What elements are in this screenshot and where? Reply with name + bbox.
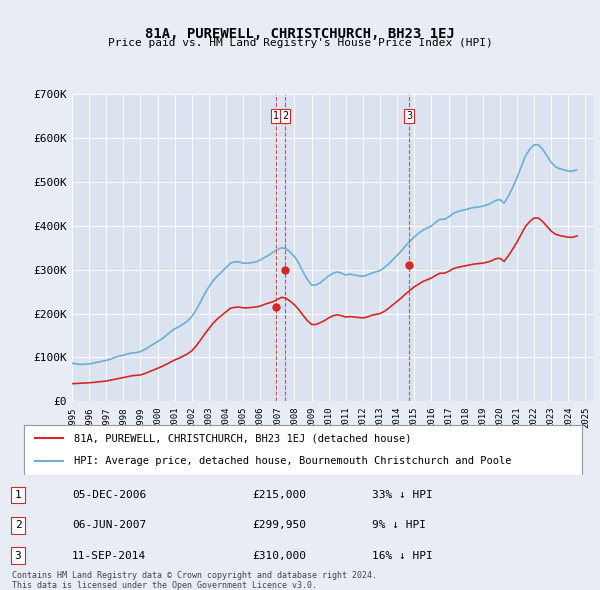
Text: 2: 2 (14, 520, 22, 530)
Text: £310,000: £310,000 (252, 550, 306, 560)
Text: 81A, PUREWELL, CHRISTCHURCH, BH23 1EJ (detached house): 81A, PUREWELL, CHRISTCHURCH, BH23 1EJ (d… (74, 433, 412, 443)
Text: 11-SEP-2014: 11-SEP-2014 (72, 550, 146, 560)
Text: 06-JUN-2007: 06-JUN-2007 (72, 520, 146, 530)
Text: £215,000: £215,000 (252, 490, 306, 500)
Text: HPI: Average price, detached house, Bournemouth Christchurch and Poole: HPI: Average price, detached house, Bour… (74, 457, 512, 467)
Text: 16% ↓ HPI: 16% ↓ HPI (372, 550, 433, 560)
Text: 33% ↓ HPI: 33% ↓ HPI (372, 490, 433, 500)
Text: Price paid vs. HM Land Registry's House Price Index (HPI): Price paid vs. HM Land Registry's House … (107, 38, 493, 48)
Text: 3: 3 (406, 111, 412, 121)
Text: 1: 1 (273, 111, 279, 121)
Text: 3: 3 (14, 550, 22, 560)
Text: 05-DEC-2006: 05-DEC-2006 (72, 490, 146, 500)
Text: 9% ↓ HPI: 9% ↓ HPI (372, 520, 426, 530)
Text: 1: 1 (14, 490, 22, 500)
Text: 2: 2 (282, 111, 288, 121)
Text: Contains HM Land Registry data © Crown copyright and database right 2024.
This d: Contains HM Land Registry data © Crown c… (12, 571, 377, 590)
Text: £299,950: £299,950 (252, 520, 306, 530)
Text: 81A, PUREWELL, CHRISTCHURCH, BH23 1EJ: 81A, PUREWELL, CHRISTCHURCH, BH23 1EJ (145, 27, 455, 41)
